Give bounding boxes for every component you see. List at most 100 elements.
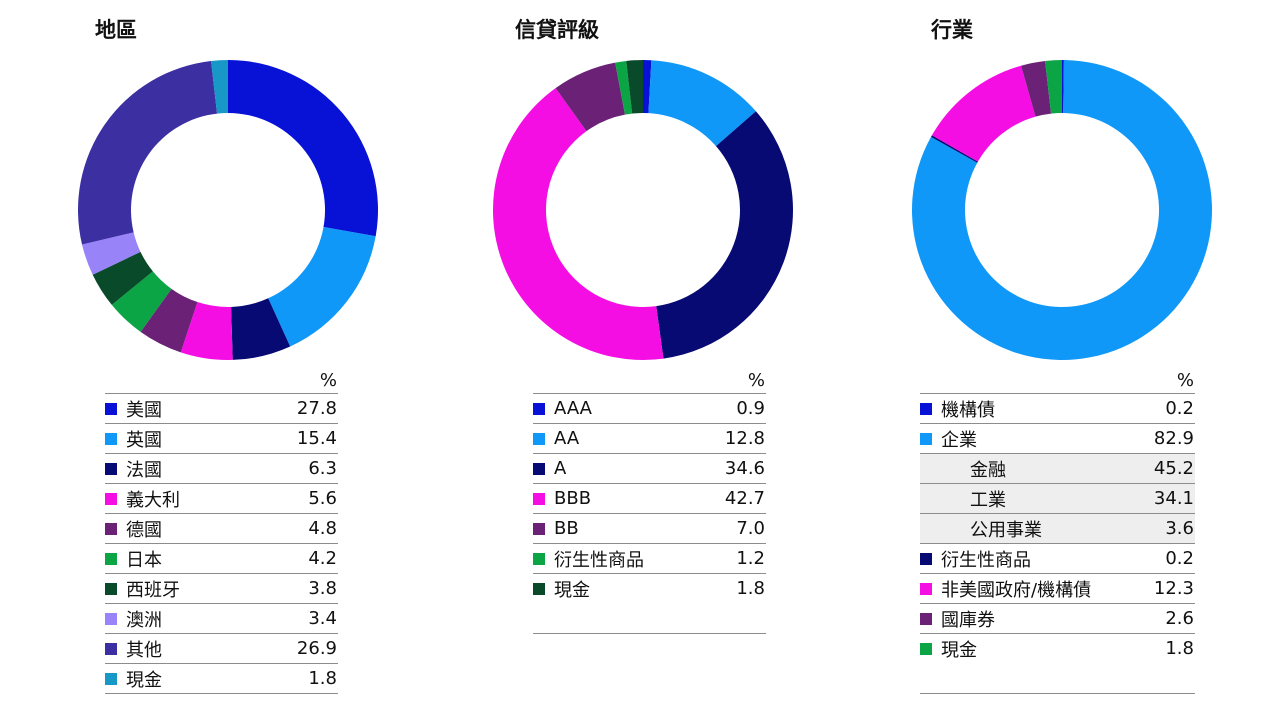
donut-slice: [82, 232, 141, 275]
percent-header: %: [1176, 370, 1194, 391]
donut-slice: [211, 60, 228, 114]
legend-label: 非美國政府/機構債: [941, 579, 1092, 601]
legend-row: 義大利 5.6: [105, 483, 338, 513]
donut-slice: [931, 65, 1036, 162]
legend-row: 美國 27.8: [105, 393, 338, 423]
legend-row: 法國 6.3: [105, 453, 338, 483]
legend-value: 2.6: [1165, 608, 1194, 629]
sector-title: 行業: [931, 18, 973, 42]
legend-swatch: [105, 582, 117, 595]
donut-slice: [78, 60, 218, 245]
legend-value: 4.8: [308, 518, 337, 539]
legend-label: 現金: [941, 639, 977, 661]
legend-label: 現金: [126, 669, 162, 691]
legend-row: AAA 0.9: [533, 393, 766, 423]
region-title: 地區: [95, 18, 137, 42]
legend-swatch: [920, 642, 932, 655]
legend-value: 0.9: [736, 398, 765, 419]
legend-label: 義大利: [126, 489, 180, 511]
legend-value: 3.4: [308, 608, 337, 629]
legend-swatch: [533, 432, 545, 445]
legend-sublabel: 金融: [970, 459, 1006, 481]
legend-subrow: 公用事業 3.6: [920, 513, 1195, 543]
legend-row: 英國 15.4: [105, 423, 338, 453]
legend-label: 日本: [126, 549, 162, 571]
donut-slice: [92, 251, 153, 305]
legend-value: 1.8: [736, 578, 765, 599]
legend-swatch: [105, 612, 117, 625]
legend-row: 國庫券 2.6: [920, 603, 1195, 633]
donut-slice: [626, 60, 643, 114]
legend-subrow: 工業 34.1: [920, 483, 1195, 513]
legend-swatch: [920, 552, 932, 565]
credit-rating-panel: 信貸評級 % AAA 0.9 AA 12.8 A 34.6 BBB 42.7 BB 7.0 衍生性商…: [488, 0, 808, 720]
donut-slice: [111, 271, 172, 332]
legend-row: 德國 4.8: [105, 513, 338, 543]
legend-value: 6.3: [308, 458, 337, 479]
legend-label: 西班牙: [126, 579, 180, 601]
legend-row: BBB 42.7: [533, 483, 766, 513]
sector-panel: 行業 % 機構債 0.2 企業 82.9 金融 45.2 工業 34.1 公用事業 3.6 衍生性商…: [908, 0, 1228, 720]
sector-donut-chart: [912, 60, 1212, 361]
legend-row: 企業 82.9: [920, 423, 1195, 453]
legend-swatch: [105, 642, 117, 655]
legend-label: AA: [554, 428, 580, 449]
legend-value: 5.6: [308, 488, 337, 509]
legend-swatch: [533, 492, 545, 505]
legend-row: AA 12.8: [533, 423, 766, 453]
legend-row: 非美國政府/機構債 12.3: [920, 573, 1195, 603]
legend-subvalue: 34.1: [1153, 488, 1194, 509]
donut-slice: [555, 62, 626, 132]
legend-value: 12.3: [1153, 578, 1194, 599]
legend-end-rule: [105, 693, 338, 694]
donut-slice: [228, 60, 378, 237]
legend-swatch: [105, 552, 117, 565]
legend-swatch: [533, 552, 545, 565]
legend-swatch: [105, 522, 117, 535]
legend-subvalue: 3.6: [1165, 518, 1194, 539]
legend-value: 1.8: [1165, 638, 1194, 659]
legend-label: 衍生性商品: [554, 549, 644, 571]
donut-slice: [1021, 60, 1052, 117]
donut-slice: [931, 135, 978, 163]
legend-swatch: [920, 432, 932, 445]
donut-slice: [643, 60, 652, 114]
legend-sublabel: 工業: [970, 489, 1006, 511]
donut-slice: [615, 60, 633, 115]
legend-swatch: [533, 522, 545, 535]
legend-label: 衍生性商品: [941, 549, 1031, 571]
donut-slice: [648, 60, 756, 147]
donut-slice: [493, 88, 664, 360]
legend-label: 澳洲: [126, 609, 162, 631]
legend-value: 0.2: [1165, 548, 1194, 569]
legend-value: 26.9: [296, 638, 337, 659]
legend-value: 82.9: [1153, 428, 1194, 449]
donut-slice: [912, 60, 1212, 361]
legend-swatch: [105, 672, 117, 685]
legend-label: AAA: [554, 398, 592, 419]
percent-header: %: [319, 370, 337, 391]
donut-slice: [656, 111, 793, 359]
legend-row: 機構債 0.2: [920, 393, 1195, 423]
legend-value: 4.2: [308, 548, 337, 569]
donut-slice: [231, 298, 291, 360]
legend-label: 德國: [126, 519, 162, 541]
legend-swatch: [105, 462, 117, 475]
legend-label: 國庫券: [941, 609, 995, 631]
legend-value: 34.6: [724, 458, 765, 479]
legend-row: 衍生性商品 1.2: [533, 543, 766, 573]
region-legend: % 美國 27.8 英國 15.4 法國 6.3 義大利 5.6 德國 4.8 日本 4.2 西班牙 3.…: [105, 368, 338, 694]
legend-value: 15.4: [296, 428, 337, 449]
donut-slice: [1045, 60, 1062, 114]
legend-value: 27.8: [296, 398, 337, 419]
legend-row: 日本 4.2: [105, 543, 338, 573]
legend-swatch: [920, 582, 932, 595]
legend-value: 42.7: [724, 488, 765, 509]
legend-subrow: 金融 45.2: [920, 453, 1195, 483]
credit-rating-legend: % AAA 0.9 AA 12.8 A 34.6 BBB 42.7 BB 7.0 衍生性商品 1.2 現…: [533, 368, 766, 634]
legend-swatch: [105, 492, 117, 505]
legend-end-rule: [533, 633, 766, 634]
legend-value: 1.8: [308, 668, 337, 689]
legend-value: 7.0: [736, 518, 765, 539]
legend-label: 機構債: [941, 399, 995, 421]
